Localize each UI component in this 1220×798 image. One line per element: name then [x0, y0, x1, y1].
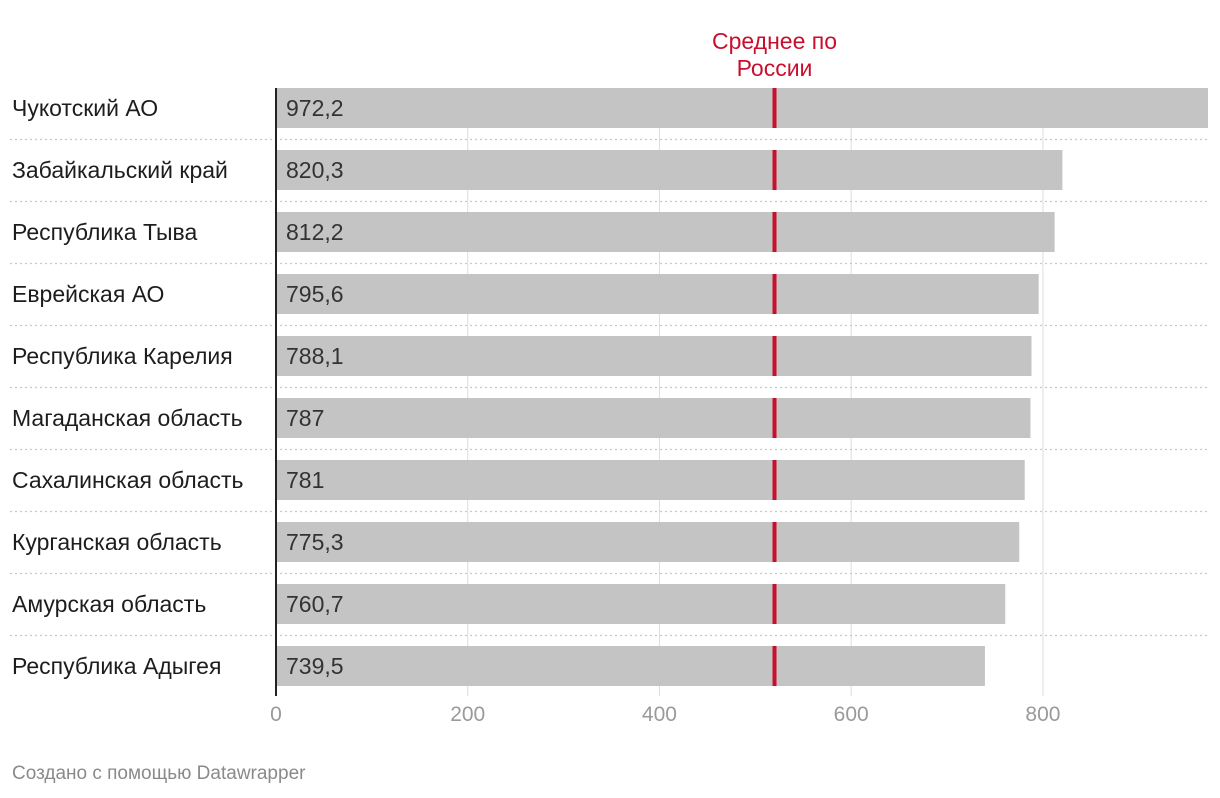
bar-4 [276, 336, 1032, 376]
reference-line-layer [772, 88, 777, 686]
bar-5 [276, 398, 1031, 438]
reference-marker [772, 398, 777, 438]
category-label: Еврейская АО [12, 281, 164, 307]
value-label: 820,3 [286, 157, 344, 183]
value-label: 775,3 [286, 529, 344, 555]
datawrapper-credit[interactable]: Создано с помощью Datawrapper [12, 763, 306, 784]
category-label: Чукотский АО [12, 95, 158, 121]
reference-line-label: России [737, 55, 813, 81]
category-label: Республика Тыва [12, 219, 198, 245]
bars [276, 88, 1208, 686]
reference-marker [772, 336, 777, 376]
category-label: Республика Карелия [12, 343, 233, 369]
x-tick-label-800: 800 [1025, 703, 1060, 726]
category-label: Сахалинская область [12, 467, 244, 493]
value-label: 795,6 [286, 281, 344, 307]
category-label: Республика Адыгея [12, 653, 221, 679]
bar-1 [276, 150, 1063, 190]
reference-marker [772, 460, 777, 500]
reference-marker [772, 212, 777, 252]
value-label: 812,2 [286, 219, 344, 245]
reference-marker [772, 522, 777, 562]
bar-3 [276, 274, 1039, 314]
category-label: Забайкальский край [12, 157, 228, 183]
category-label: Амурская область [12, 591, 206, 617]
reference-line-label: Среднее по [712, 28, 837, 54]
x-tick-label-400: 400 [642, 703, 677, 726]
reference-marker [772, 274, 777, 314]
bar-2 [276, 212, 1055, 252]
labels: 0 200 400 600 800 Чукотский АО 972,2 Забайкальс… [12, 28, 1060, 726]
reference-marker [772, 646, 777, 686]
x-tick-label-200: 200 [450, 703, 485, 726]
reference-marker [772, 88, 777, 128]
value-label: 787 [286, 405, 324, 431]
category-label: Курганская область [12, 529, 222, 555]
value-label: 739,5 [286, 653, 344, 679]
bar-8 [276, 584, 1006, 624]
value-label: 788,1 [286, 343, 344, 369]
bar-6 [276, 460, 1025, 500]
x-tick-label-0: 0 [270, 703, 282, 726]
reference-marker [772, 150, 777, 190]
reference-marker [772, 584, 777, 624]
value-label: 972,2 [286, 95, 344, 121]
category-label: Магаданская область [12, 405, 243, 431]
value-label: 781 [286, 467, 324, 493]
value-label: 760,7 [286, 591, 344, 617]
x-tick-label-600: 600 [834, 703, 869, 726]
bar-0 [276, 88, 1208, 128]
bar-7 [276, 522, 1020, 562]
bar-9 [276, 646, 985, 686]
